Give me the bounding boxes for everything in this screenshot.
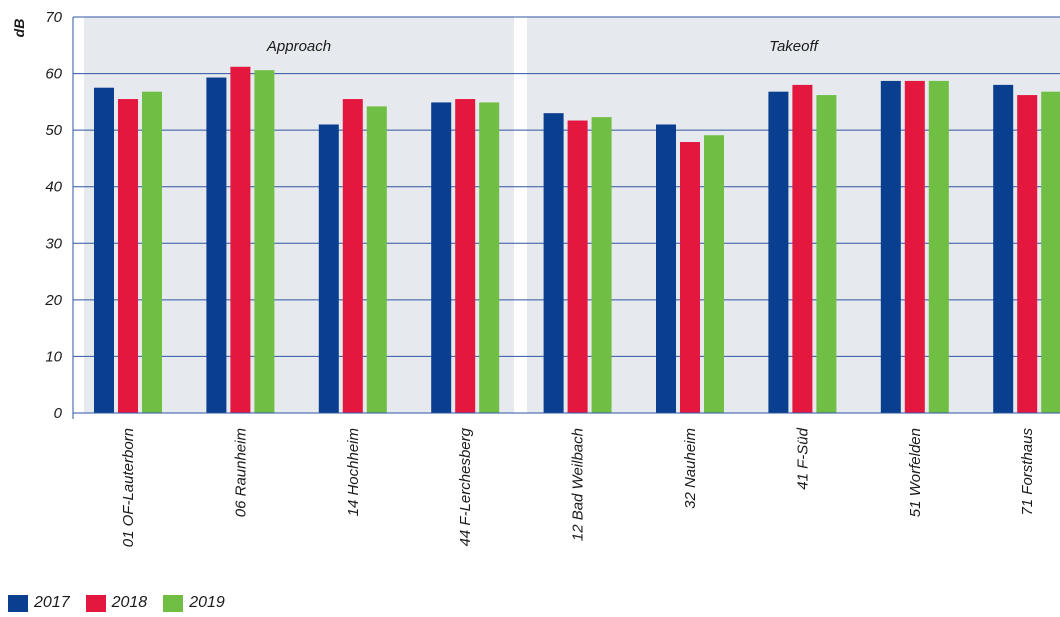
y-tick-label: 60 bbox=[45, 66, 62, 83]
bar-2019-3 bbox=[479, 102, 500, 414]
bar-2019-5 bbox=[704, 135, 724, 413]
legend-label: 2019 bbox=[189, 594, 225, 611]
group-label: Approach bbox=[266, 38, 331, 55]
bar-2019-7 bbox=[928, 80, 949, 413]
bar-2018-0 bbox=[118, 99, 138, 414]
bar-2017-8 bbox=[993, 84, 1014, 413]
y-tick-label: 0 bbox=[54, 405, 63, 422]
bar-2018-5 bbox=[680, 142, 700, 413]
x-tick-label: 12 Bad Weilbach bbox=[570, 428, 587, 541]
bar-2018-6 bbox=[792, 84, 813, 413]
x-tick-label: 32 Nauheim bbox=[682, 428, 699, 509]
bar-2018-2 bbox=[342, 99, 363, 414]
legend-swatch bbox=[163, 594, 184, 612]
bar-2019-2 bbox=[366, 106, 387, 413]
bar-2017-2 bbox=[318, 124, 339, 413]
y-tick-label: 70 bbox=[45, 9, 62, 26]
bar-2018-7 bbox=[904, 80, 925, 413]
legend: 2017 2018 2019 bbox=[8, 594, 241, 612]
x-tick-label: 01 OF-Lauterborn bbox=[120, 428, 137, 547]
x-tick-label: 51 Worfelden bbox=[907, 428, 924, 517]
legend-item-2017: 2017 bbox=[8, 594, 70, 612]
bar-2019-1 bbox=[254, 70, 275, 414]
bar-2017-1 bbox=[206, 77, 227, 413]
legend-item-2019: 2019 bbox=[163, 594, 225, 612]
y-tick-label: 50 bbox=[45, 122, 62, 139]
legend-label: 2018 bbox=[111, 594, 148, 611]
bar-chart: Approach Takeoff 0 10 20 30 40 50 60 70 dB 01 OF-La… bbox=[11, 9, 1060, 547]
x-tick-label: 14 Hochheim bbox=[345, 428, 362, 516]
x-tick-label: 71 Forsthaus bbox=[1019, 428, 1036, 516]
bar-2018-4 bbox=[567, 120, 588, 414]
bar-2019-6 bbox=[816, 95, 837, 413]
bar-2017-4 bbox=[543, 113, 564, 414]
bar-2019-8 bbox=[1041, 91, 1060, 413]
bar-2017-7 bbox=[880, 80, 901, 413]
bar-2017-3 bbox=[431, 102, 452, 414]
legend-item-2018: 2018 bbox=[85, 594, 148, 612]
legend-label: 2017 bbox=[34, 594, 70, 611]
bar-2018-8 bbox=[1017, 95, 1038, 413]
y-tick-label: 40 bbox=[45, 179, 62, 196]
bar-2018-1 bbox=[230, 66, 251, 413]
legend-swatch bbox=[85, 594, 106, 612]
y-tick-label: 10 bbox=[45, 348, 62, 365]
bar-2019-4 bbox=[591, 117, 612, 413]
x-tick-label: 06 Raunheim bbox=[232, 428, 249, 517]
bar-2019-0 bbox=[142, 91, 162, 413]
legend-swatch bbox=[8, 594, 28, 612]
bar-2018-3 bbox=[455, 99, 476, 414]
bar-2017-0 bbox=[94, 87, 114, 413]
y-axis-label: dB bbox=[11, 19, 27, 38]
x-tick-label: 41 F-Süd bbox=[794, 427, 811, 489]
bar-2017-6 bbox=[768, 91, 789, 413]
group-label: Takeoff bbox=[769, 38, 819, 55]
x-tick-label: 44 F-Lerchesberg bbox=[457, 427, 474, 546]
y-tick-label: 30 bbox=[45, 235, 62, 252]
bar-2017-5 bbox=[656, 124, 676, 413]
y-tick-label: 20 bbox=[44, 292, 62, 309]
